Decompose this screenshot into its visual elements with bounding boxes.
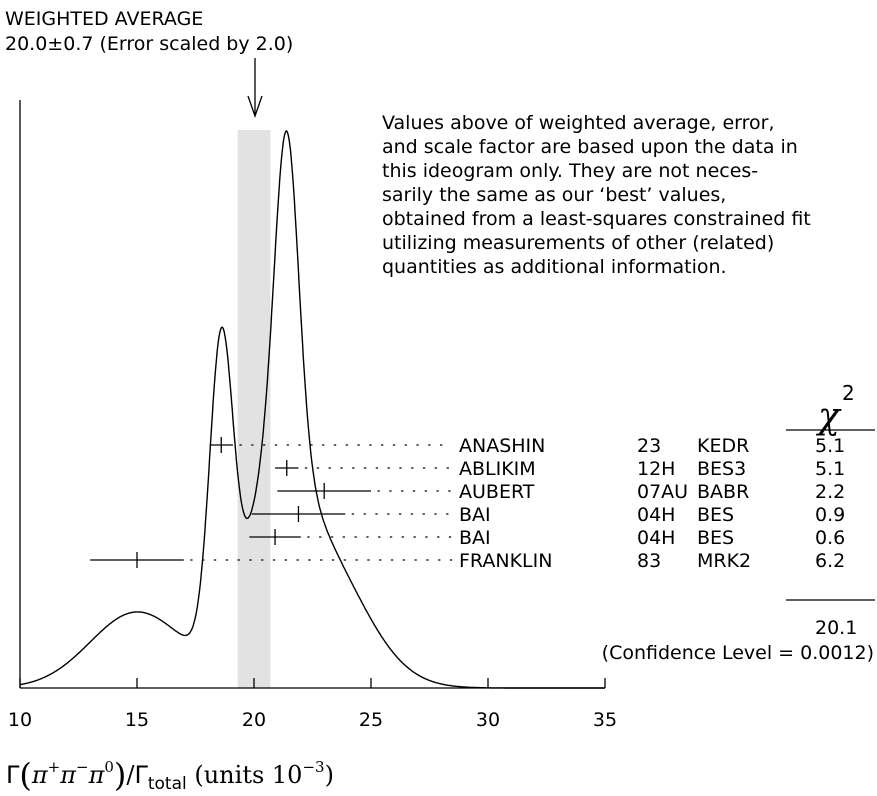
author-label: ABLIKIM [459,458,536,480]
chi2-value: 5.1 [815,458,845,480]
experiment-label: BES [697,527,734,549]
author-label: FRANKLIN [459,550,552,572]
experiment-label: MRK2 [697,550,751,572]
year-label: 04H [637,527,675,549]
experiment-label: BABR [697,481,749,503]
author-label: BAI [459,527,491,549]
x-tick-label: 25 [359,709,383,731]
header-average: 20.0±0.7 (Error scaled by 2.0) [5,33,293,55]
x-tick-label: 10 [8,709,32,731]
author-label: AUBERT [459,481,535,503]
x-tick-label: 35 [593,709,617,731]
chi2-value: 6.2 [815,550,845,572]
note-block: Values above of weighted average, error,… [382,112,811,278]
confidence-level: (Confidence Level = 0.0012) [602,642,874,664]
x-tick-label: 30 [476,709,500,731]
chi2-value: 2.2 [815,481,845,503]
year-label: 04H [637,504,675,526]
header-title: WEIGHTED AVERAGE [5,8,203,30]
axes-group: 10 15 20 25 30 35 [8,100,617,731]
experiment-label: BES [697,504,734,526]
year-label: 12H [637,458,675,480]
x-tick-label: 15 [125,709,149,731]
chi2-exponent: 2 [842,381,855,405]
author-label: BAI [459,504,491,526]
chi2-value: 0.6 [815,527,845,549]
author-label: ANASHIN [459,435,545,457]
note-line: and scale factor are based upon the data… [382,136,798,158]
x-tick-label: 20 [242,709,266,731]
year-label: 07AU [637,481,688,503]
chi2-symbol: χ [815,396,842,437]
chi2-value: 5.1 [815,435,845,457]
note-line: utilizing measurements of other (related… [382,232,774,254]
note-line: quantities as additional information. [382,256,727,278]
measurement-rows: ANASHIN 23 KEDR 5.1 ABLIKIM 12H BES3 5.1 AUBERT 0… [90,435,845,572]
year-label: 23 [637,435,661,457]
experiment-label: KEDR [697,435,749,457]
year-label: 83 [637,550,661,572]
x-axis-label: Γ(π+π−π0)/Γtotal (units 10−3) [6,756,334,794]
experiment-label: BES3 [697,458,746,480]
note-line: obtained from a least-squares constraine… [382,208,811,230]
chi2-total: 20.1 [815,617,857,639]
chi2-value: 0.9 [815,504,845,526]
note-line: Values above of weighted average, error, [382,112,775,134]
note-line: sarily the same as our ‘best’ values, [382,184,726,206]
average-arrow-head [247,95,263,118]
note-line: this ideogram only. They are not neces- [382,160,758,182]
